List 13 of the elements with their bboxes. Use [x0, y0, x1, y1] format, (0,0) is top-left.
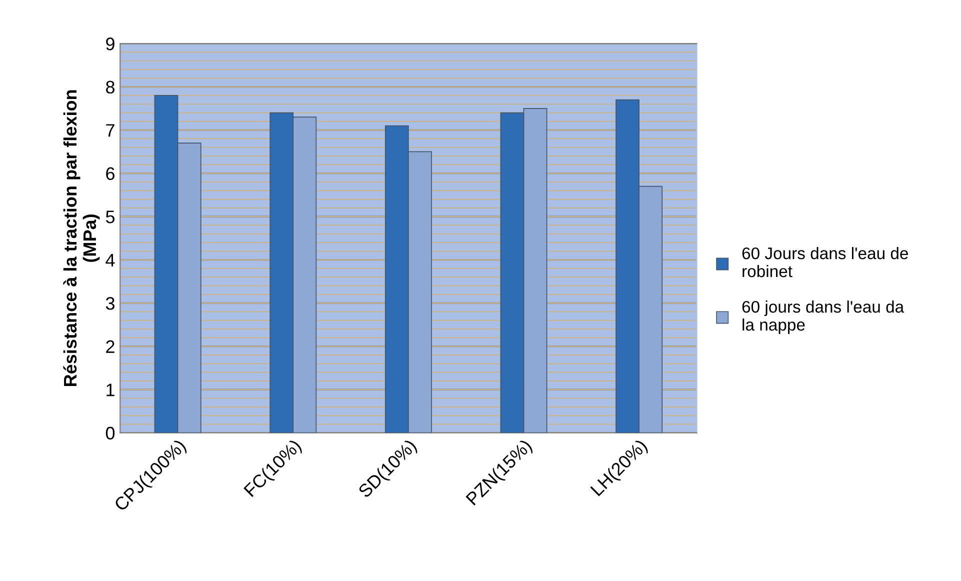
y-tick-label: 0: [106, 426, 115, 440]
y-tick-label: 1: [106, 384, 114, 396]
y-tick-label: 6: [106, 167, 114, 180]
y-tick-label: 9: [106, 38, 114, 50]
y-tick-label: 2: [106, 340, 114, 353]
y-axis-title: Résistance à la traction par flexion (MPa): [63, 90, 100, 386]
y-tick-label: 4: [106, 254, 115, 266]
y-tick-label: 3: [106, 297, 114, 310]
legend-label: 60 jours dans l'eau da la nappe: [742, 300, 904, 334]
legend-label: 60 Jours dans l'eau de robinet: [742, 247, 908, 278]
y-tick-label: 8: [106, 80, 114, 94]
y-tick-label: 7: [106, 124, 114, 137]
y-tick-label: 5: [106, 210, 115, 224]
